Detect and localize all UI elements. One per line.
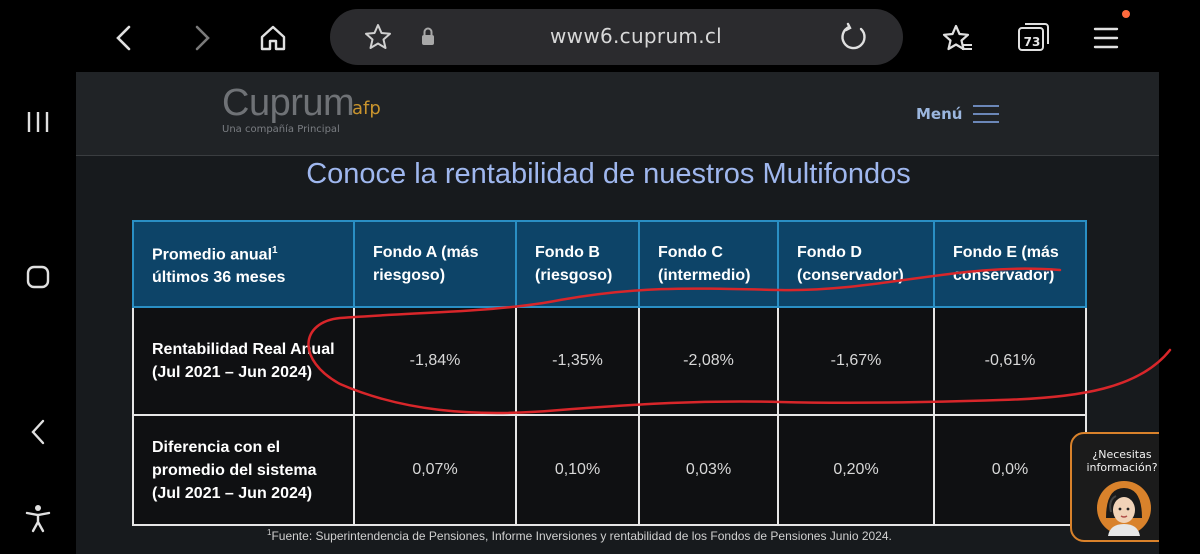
accessibility-icon[interactable]	[16, 496, 60, 540]
tab-count: 73	[1023, 35, 1041, 49]
url-text[interactable]: www6.cuprum.cl	[550, 24, 723, 48]
system-back-icon[interactable]	[16, 410, 60, 454]
recent-apps-icon[interactable]	[16, 100, 60, 144]
menu-button[interactable]: Menú	[916, 104, 1000, 124]
forward-icon[interactable]	[180, 16, 224, 60]
home-icon[interactable]	[251, 16, 295, 60]
header-fondo-d: Fondo D (conservador)	[777, 220, 935, 308]
table-row: Rentabilidad Real Anual (Jul 2021 – Jun …	[132, 306, 1087, 416]
table-cell: -2,08%	[638, 306, 779, 416]
logo-suffix: afp	[352, 98, 381, 119]
footnote: 1Fuente: Superintendencia de Pensiones, …	[267, 528, 892, 543]
header-period: Promedio anual1 últimos 36 meses	[132, 220, 355, 308]
row-label: Rentabilidad Real Anual (Jul 2021 – Jun …	[132, 306, 355, 416]
hamburger-icon	[973, 105, 1000, 123]
favorites-icon[interactable]	[936, 16, 980, 60]
back-icon[interactable]	[102, 16, 146, 60]
chat-widget[interactable]: ¿Necesitas información?	[1070, 432, 1159, 542]
header-period-label: Promedio anual	[152, 246, 273, 264]
cuprum-logo[interactable]: Cuprum afp Una compañía Principal	[222, 82, 381, 135]
table-cell: -1,67%	[777, 306, 935, 416]
header-fondo-b: Fondo B (riesgoso)	[515, 220, 640, 308]
header-period-line2: últimos 36 meses	[152, 269, 286, 287]
site-header: Cuprum afp Una compañía Principal Menú	[76, 72, 1159, 156]
header-footnote-mark: 1	[272, 244, 278, 256]
home-button-icon[interactable]	[16, 255, 60, 299]
agent-avatar-icon	[1097, 481, 1151, 536]
chat-text: ¿Necesitas información?	[1086, 448, 1158, 474]
table-cell: 0,03%	[638, 414, 779, 526]
page-title: Conoce la rentabilidad de nuestros Multi…	[306, 158, 911, 190]
logo-text: Cuprum	[222, 82, 355, 124]
logo-tagline: Una compañía Principal	[222, 124, 340, 135]
table-row: Diferencia con el promedio del sistema (…	[132, 414, 1087, 526]
table-cell: -1,84%	[353, 306, 517, 416]
lock-icon	[406, 15, 450, 59]
table-cell: 0,0%	[933, 414, 1087, 526]
reload-icon[interactable]	[832, 15, 876, 59]
table-cell: 0,10%	[515, 414, 640, 526]
header-fondo-e: Fondo E (más conservador)	[933, 220, 1087, 308]
footnote-mark: 1	[267, 528, 272, 537]
menu-icon[interactable]	[1084, 16, 1128, 60]
browser-toolbar: www6.cuprum.cl 73	[0, 0, 1200, 72]
menu-label: Menú	[916, 105, 963, 123]
header-fondo-a: Fondo A (más riesgoso)	[353, 220, 517, 308]
row-label: Diferencia con el promedio del sistema (…	[132, 414, 355, 526]
star-icon[interactable]	[356, 15, 400, 59]
table-cell: -1,35%	[515, 306, 640, 416]
footnote-text: Fuente: Superintendencia de Pensiones, I…	[271, 529, 892, 543]
table-cell: -0,61%	[933, 306, 1087, 416]
table-cell: 0,07%	[353, 414, 517, 526]
web-page: Cuprum afp Una compañía Principal Menú C…	[76, 72, 1159, 554]
tabs-icon[interactable]: 73	[1012, 16, 1056, 60]
table-header-row: Promedio anual1 últimos 36 meses Fondo A…	[132, 220, 1087, 308]
returns-table: Promedio anual1 últimos 36 meses Fondo A…	[132, 220, 1087, 526]
address-bar[interactable]: www6.cuprum.cl	[330, 9, 903, 65]
table-cell: 0,20%	[777, 414, 935, 526]
header-fondo-c: Fondo C (intermedio)	[638, 220, 779, 308]
notification-dot	[1122, 10, 1130, 18]
